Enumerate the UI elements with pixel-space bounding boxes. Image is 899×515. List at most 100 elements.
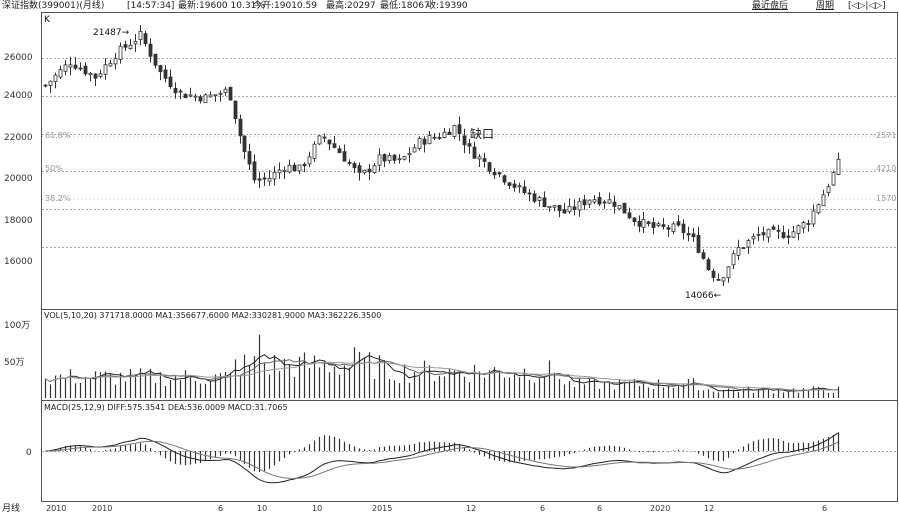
candle-body [208, 94, 213, 98]
fib-label: 1570 [876, 194, 896, 203]
fib-label: 38.2% [45, 194, 71, 203]
candle-body [776, 229, 781, 232]
time-tick: 6 [822, 504, 827, 513]
time-tick: 6 [597, 504, 602, 513]
candle-body [676, 221, 681, 226]
candle-body [736, 247, 741, 256]
candle-body [482, 158, 487, 162]
candle-body [287, 164, 292, 173]
candle-body [622, 202, 627, 214]
gap-label: 缺口 [470, 126, 494, 141]
candle-body [816, 204, 821, 214]
candle-body [98, 73, 103, 77]
candle-body [238, 118, 243, 137]
candle-body [213, 94, 218, 97]
fib-label: 50% [45, 164, 63, 173]
candle-body [612, 201, 617, 207]
latest-readout: 最新:19600 10.31% [178, 1, 265, 11]
price-tick: 18000 [4, 216, 33, 226]
nav-buttons[interactable]: [◁▷|◁▷] [848, 1, 886, 11]
low-marker: 14066← [685, 291, 722, 301]
candle-body [831, 172, 836, 186]
time-readout: [14:57:34] [127, 1, 175, 11]
candle-body [741, 247, 746, 249]
candle-body [407, 153, 412, 156]
candle-body [233, 100, 238, 119]
candle-body [272, 172, 277, 180]
candle-body [158, 65, 163, 73]
candle-body [173, 87, 178, 94]
candle-body [726, 266, 731, 279]
candle-body [223, 88, 228, 94]
time-axis-label: 月线 [2, 502, 20, 514]
candle-body [821, 194, 826, 207]
candle-body [766, 228, 771, 238]
candle-body [656, 223, 661, 227]
candle-body [637, 220, 642, 227]
candle-body [282, 170, 287, 172]
candle-body [247, 151, 252, 165]
candle-body [312, 143, 317, 159]
fib-label: 4210 [876, 164, 896, 173]
candle-body [537, 197, 542, 201]
candle-body [327, 139, 332, 145]
low-readout: 最低:18067 [380, 1, 430, 11]
candle-body [517, 185, 522, 188]
candle-body [661, 224, 666, 227]
candle-body [437, 137, 442, 139]
candle-body [477, 156, 482, 160]
candle-body [691, 233, 696, 238]
candle-body [771, 226, 776, 230]
candle-body [138, 30, 143, 41]
price-grid [42, 58, 897, 248]
candle-body [721, 277, 726, 282]
candle-body [681, 223, 686, 233]
candle-body [512, 183, 517, 188]
candle-body [277, 169, 282, 174]
candle-body [153, 53, 158, 66]
macd-series [42, 432, 897, 484]
candle-body [646, 221, 651, 225]
candlestick-series [43, 25, 841, 287]
candle-body [392, 154, 397, 161]
price-tick: 26000 [4, 53, 33, 63]
candle-body [422, 138, 427, 145]
candle-body [178, 90, 183, 93]
time-tick: 6 [218, 504, 223, 513]
macd-zero-tick: 0 [26, 448, 32, 458]
candle-body [357, 165, 362, 173]
fib-label: 2571 [876, 131, 896, 140]
candle-body [507, 182, 512, 186]
candle-body [467, 143, 472, 147]
candle-body [377, 154, 382, 166]
candle-body [696, 235, 701, 253]
candle-body [58, 69, 63, 78]
recent-button[interactable]: 最近盘后 [752, 1, 789, 11]
candle-body [582, 199, 587, 206]
candle-body [592, 199, 597, 203]
candle-body [168, 76, 173, 88]
candle-body [292, 164, 297, 172]
candle-body [492, 172, 497, 176]
candle-body [218, 92, 223, 95]
candle-body [337, 148, 342, 154]
candle-body [397, 158, 402, 161]
candle-body [387, 155, 392, 161]
candle-body [118, 45, 123, 60]
candle-body [63, 64, 68, 72]
candle-body [427, 135, 432, 145]
candle-body [801, 222, 806, 229]
candle-body [163, 69, 168, 79]
candle-body [68, 64, 73, 68]
candle-body [123, 44, 128, 48]
candle-body [577, 200, 582, 211]
candle-body [53, 74, 58, 82]
candle-body [731, 253, 736, 266]
candle-body [442, 131, 447, 138]
candle-body [257, 178, 262, 181]
candle-body [457, 124, 462, 134]
candle-body [701, 252, 706, 259]
close-readout: 收:19390 [427, 1, 468, 11]
candle-body [811, 210, 816, 225]
period-button[interactable]: 周期 [816, 1, 835, 11]
